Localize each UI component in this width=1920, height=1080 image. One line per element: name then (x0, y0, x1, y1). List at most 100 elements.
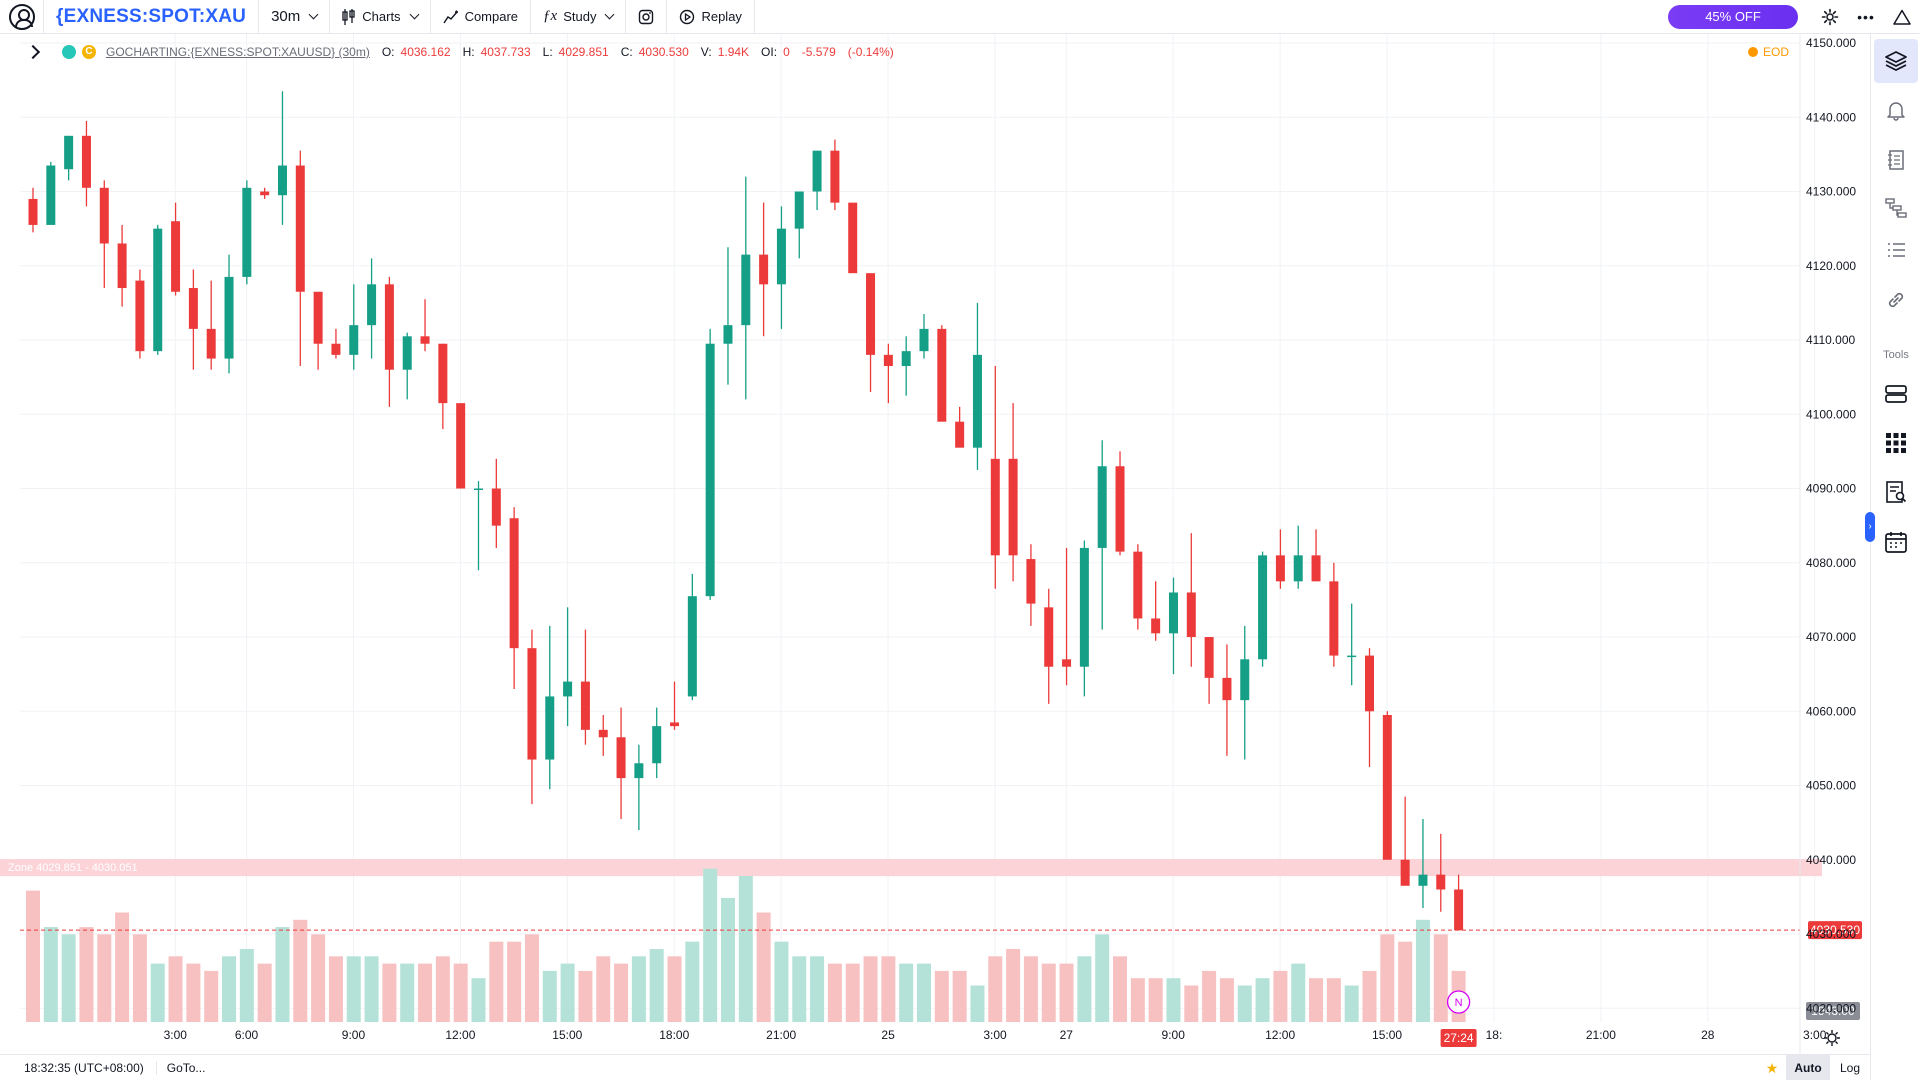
visibility-dot-icon[interactable] (62, 45, 76, 59)
price-tick-label: 4130.000 (1806, 185, 1856, 199)
change-percent: (-0.14%) (847, 45, 894, 59)
promo-button[interactable]: 45% OFF (1668, 4, 1798, 29)
time-tick-label: 15:00 (1372, 1028, 1402, 1042)
candle-body (1275, 555, 1285, 582)
compare-button[interactable]: Compare (431, 0, 532, 34)
report-search-button[interactable] (1874, 470, 1918, 514)
gear-icon-teeth (1824, 1030, 1840, 1046)
volume-bar (792, 956, 807, 1022)
hierarchy-button[interactable] (1874, 186, 1918, 230)
volume-bar (1398, 941, 1413, 1022)
star-icon[interactable]: ★ (1765, 1059, 1779, 1076)
auto-scale-toggle[interactable]: Auto (1786, 1055, 1830, 1080)
candle-body (776, 228, 786, 285)
candle-body (420, 336, 430, 344)
layers-icon (1885, 51, 1907, 71)
candle-body (456, 403, 466, 489)
alert-warning-button[interactable] (1884, 0, 1920, 34)
volume-bar (596, 956, 611, 1022)
volume-bar (132, 934, 147, 1022)
candle-body (331, 343, 341, 355)
study-label: Study (563, 9, 597, 24)
price-tick-label: 4090.000 (1806, 482, 1856, 496)
settings-button[interactable] (1812, 0, 1848, 34)
volume-bar (810, 956, 825, 1022)
close-label: C: (620, 45, 633, 59)
time-tick-label: 27 (1060, 1028, 1074, 1042)
study-button[interactable]: ƒx Study (531, 0, 627, 34)
volume-bar (667, 956, 682, 1022)
volume-bar (489, 941, 504, 1022)
volume-bar (1184, 985, 1199, 1022)
alerts-button[interactable] (1874, 88, 1918, 132)
volume-bar (382, 963, 397, 1022)
tree-icon (1885, 198, 1907, 218)
price-tick-label: 4100.000 (1806, 407, 1856, 421)
candle-body (990, 458, 1000, 556)
symbol-search[interactable]: {EXNESS:SPOT:XAU (44, 0, 260, 34)
compare-label: Compare (464, 9, 519, 24)
candle-body (1079, 547, 1089, 667)
clock-readout: 18:32:35 (UTC+08:00) (24, 1060, 144, 1075)
chevron-right-icon[interactable] (25, 44, 41, 60)
candle-body (1436, 874, 1446, 890)
chart-settings-icon (1824, 1030, 1840, 1046)
function-icon: ƒx (543, 8, 558, 24)
volume-bar (328, 956, 343, 1022)
time-tick-label: 25 (881, 1028, 895, 1042)
calendar-icon (1885, 532, 1907, 553)
legend-symbol[interactable]: GOCHARTING:{EXNESS:SPOT:XAUUSD} (30m) (106, 45, 370, 59)
profile-button[interactable] (0, 0, 44, 34)
goto-button[interactable]: GoTo... (155, 1060, 216, 1075)
candle-body (81, 135, 91, 188)
price-tick-label: 4070.000 (1806, 630, 1856, 644)
top-toolbar: {EXNESS:SPOT:XAU 30m Charts Compare ƒx S… (0, 0, 1920, 34)
price-tick-label: 4040.000 (1806, 853, 1856, 867)
time-tick-label: 21:00 (766, 1028, 796, 1042)
calendar-button[interactable] (1874, 520, 1918, 564)
candle-body (117, 243, 127, 289)
volume-bar (578, 970, 593, 1022)
charts-button[interactable]: Charts (330, 0, 431, 34)
price-tick-label: 4120.000 (1806, 259, 1856, 273)
snapshot-button[interactable] (626, 0, 668, 34)
volume-bar (26, 890, 40, 1022)
price-chart[interactable]: Zone 4029.851 - 4030.051 4030.530 1943.00… (0, 34, 1870, 1054)
panels-button[interactable] (1874, 372, 1918, 416)
candle-body (937, 328, 947, 422)
replay-button[interactable]: Replay (667, 0, 755, 34)
candle-body (313, 291, 323, 344)
price-tick-label: 4140.000 (1806, 110, 1856, 124)
candle-body (687, 596, 697, 697)
candle-body (723, 325, 733, 344)
tools-label: Tools (1883, 349, 1909, 361)
link-button[interactable] (1874, 278, 1918, 322)
apps-button[interactable] (1874, 421, 1918, 465)
volume-bar (293, 919, 308, 1022)
more-button[interactable]: ••• (1848, 0, 1884, 34)
candle-body (580, 681, 590, 730)
layers-button[interactable] (1874, 39, 1918, 83)
candle-body (474, 488, 483, 491)
candle-body (384, 284, 394, 370)
zone-label: Zone 4029.851 - 4030.051 (8, 862, 138, 874)
charts-label: Charts (362, 9, 401, 24)
volume-value: 1.94K (717, 45, 750, 59)
list-button[interactable] (1874, 228, 1918, 272)
log-scale-toggle[interactable]: Log (1839, 1061, 1861, 1075)
price-tick-label: 4020.000 (1806, 1001, 1856, 1015)
price-tick-label: 4150.000 (1806, 36, 1856, 50)
sidebar-collapse-tab[interactable]: › (1865, 512, 1875, 542)
interval-select[interactable]: 30m (259, 0, 331, 34)
candle-body (1454, 889, 1464, 931)
volume-bar (471, 978, 486, 1022)
news-marker (1446, 990, 1471, 1014)
volume-bar (1202, 970, 1217, 1022)
notes-button[interactable] (1874, 138, 1918, 182)
price-tick-label: 4060.000 (1806, 704, 1856, 718)
candle-body (1365, 655, 1374, 712)
volume-bar (756, 912, 771, 1022)
notebook-icon (1888, 150, 1904, 170)
volume-bar (43, 927, 58, 1022)
volume-bar (61, 934, 76, 1022)
